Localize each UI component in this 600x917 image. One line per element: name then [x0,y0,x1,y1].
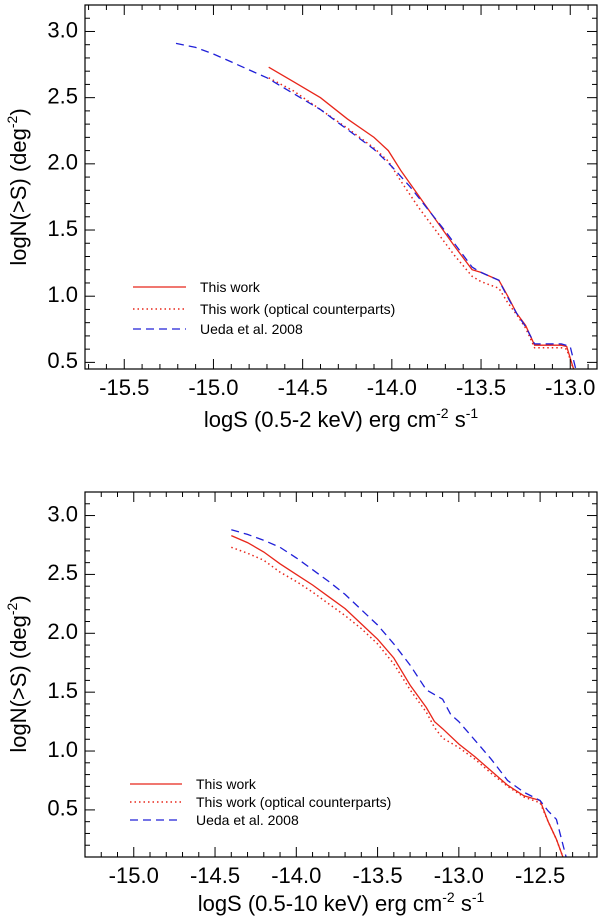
x-tick-label: -15.5 [99,375,149,400]
y-tick-labels-bottom: 0.5 1.0 1.5 2.0 2.5 3.0 [47,501,78,820]
plot-lines-top [175,42,577,369]
tick-marks-bottom [84,491,597,858]
x-tick-label: -14.5 [190,863,240,888]
chart-panel-top: 0.5 1.0 1.5 2.0 2.5 3.0 -15.5 -15.0 -14.… [4,4,598,432]
plot-frame-top [84,4,598,370]
x-tick-labels-bottom: -15.0 -14.5 -14.0 -13.5 -13.0 -12.5 [109,863,566,888]
x-tick-label: -13.5 [352,863,402,888]
x-tick-labels-top: -15.5 -15.0 -14.5 -14.0 -13.5 -13.0 [99,375,595,400]
x-axis-title-top: logS (0.5-2 keV) erg cm-2 s-1 [204,405,479,432]
y-tick-label: 2.0 [47,150,78,175]
x-axis-title-text: logS (0.5-10 keV) erg cm [198,891,443,916]
y-axis-title-sup: -2 [4,115,20,128]
y-axis-title-text: logN(>S) (deg [6,128,31,266]
legend-label-this-work: This work [200,279,261,295]
legend-label-optical-counterparts: This work (optical counterparts) [200,301,395,317]
x-tick-label: -13.0 [434,863,484,888]
series-line-optical-counterparts [268,77,575,369]
x-axis-title-bottom: logS (0.5-10 keV) erg cm-2 s-1 [198,889,485,916]
y-tick-label: 2.5 [47,560,78,585]
x-tick-label: -15.0 [109,863,159,888]
plot-lines-bottom [231,529,567,857]
x-tick-label: -14.0 [271,863,321,888]
y-tick-label: 1.0 [47,737,78,762]
legend-label-optical-counterparts: This work (optical counterparts) [196,794,391,810]
y-axis-title-bottom: logN(>S) (deg-2) [4,595,31,752]
series-line-this-work [231,535,564,857]
y-axis-title-text: logN(>S) (deg [6,615,31,753]
chart-panel-bottom: 0.5 1.0 1.5 2.0 2.5 3.0 -15.0 -14.5 -14.… [4,491,598,916]
y-axis-title-top: logN(>S) (deg-2) [4,108,31,265]
x-axis-title-text: logS (0.5-2 keV) erg cm [204,407,436,432]
series-line-this-work [268,66,575,369]
legend-bottom: This work This work (optical counterpart… [130,776,391,828]
series-line-ueda-2008 [175,42,577,369]
plot-frame-bottom [84,491,598,858]
x-axis-title-text: s [455,891,472,916]
x-axis-title-text: s [449,407,466,432]
y-tick-label: 0.5 [47,796,78,821]
x-tick-label: -13.5 [456,375,506,400]
x-axis-title-sup: -2 [442,889,455,905]
series-line-optical-counterparts [231,546,564,857]
legend-top: This work This work (optical counterpart… [133,279,395,337]
y-axis-title-sup: -2 [4,602,20,615]
y-tick-label: 1.5 [47,216,78,241]
y-tick-label: 2.0 [47,619,78,644]
series-line-ueda-2008 [231,529,567,857]
y-tick-labels-top: 0.5 1.0 1.5 2.0 2.5 3.0 [47,17,78,373]
y-axis-title-text: ) [6,108,31,115]
y-tick-label: 0.5 [47,348,78,373]
y-tick-label: 3.0 [47,501,78,526]
legend-label-this-work: This work [196,776,257,792]
x-tick-label: -14.5 [278,375,328,400]
x-tick-label: -15.0 [188,375,238,400]
legend-label-ueda-2008: Ueda et al. 2008 [196,812,299,828]
x-tick-label: -13.0 [545,375,595,400]
x-axis-title-sup: -1 [472,889,485,905]
tick-marks-top [85,4,597,369]
y-tick-label: 1.0 [47,282,78,307]
x-tick-label: -14.0 [367,375,417,400]
legend-label-ueda-2008: Ueda et al. 2008 [200,321,303,337]
y-tick-label: 2.5 [47,83,78,108]
y-tick-label: 3.0 [47,17,78,42]
x-axis-title-sup: -1 [466,405,479,421]
x-tick-label: -12.5 [515,863,565,888]
y-axis-title-text: ) [6,595,31,602]
y-tick-label: 1.5 [47,678,78,703]
x-axis-title-sup: -2 [436,405,449,421]
